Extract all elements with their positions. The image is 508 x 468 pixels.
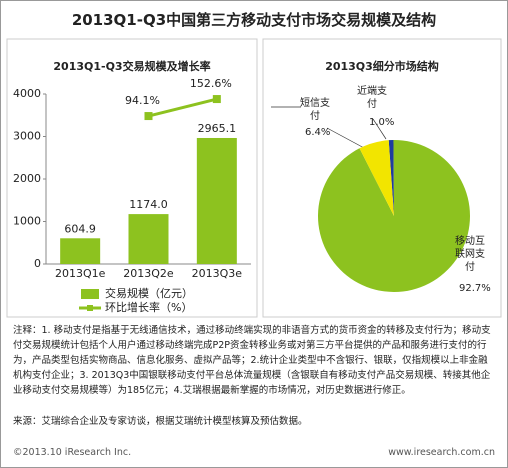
pie-value-label: 92.7% [459, 283, 491, 294]
x-tick-label: 2013Q3e [192, 267, 243, 280]
bar-value-label: 2965.1 [198, 122, 237, 135]
chart-title: 2013Q3细分市场结构 [325, 59, 439, 73]
pie-value-label: 1.0% [369, 117, 395, 128]
pie-slice [359, 140, 394, 216]
line-marker [212, 95, 221, 104]
pie-slice [318, 140, 471, 293]
line-marker [144, 112, 153, 121]
bar [60, 238, 101, 264]
bar-value-label: 604.9 [64, 222, 96, 235]
line-value-label: 94.1% [125, 94, 160, 107]
pie-label: 近端支付 [357, 86, 387, 110]
source: 来源：艾瑞综合企业及专家访谈，根据艾瑞统计模型核算及预估数据。 [13, 416, 308, 427]
leader [372, 118, 387, 140]
y-tick-label: 0 [34, 257, 41, 270]
left-panel [6, 38, 258, 318]
pie-value-label: 6.4% [305, 127, 331, 138]
line [148, 97, 218, 118]
x-tick-label: 2013Q1e [55, 267, 106, 280]
bar [196, 137, 237, 264]
legend-label: 交易规模（亿元） [105, 286, 193, 300]
right-panel [262, 38, 502, 318]
legend-swatch [87, 305, 93, 311]
charts: 2013Q1-Q3交易规模及增长率 0 1000 2000 3000 4000 2013Q1… [6, 38, 502, 318]
copyright: ©2013.10 iResearch Inc. [13, 447, 132, 458]
bar [128, 214, 169, 264]
pie-slice [388, 140, 394, 216]
y-tick-label: 4000 [13, 87, 41, 100]
y-tick-label: 2000 [13, 172, 41, 185]
x-tick-label: 2013Q2e [123, 267, 174, 280]
line-value-label: 152.6% [190, 77, 232, 90]
pie-label: 短信支付 [300, 98, 330, 122]
y-tick-label: 3000 [13, 130, 41, 143]
page-title: 2013Q1-Q3中国第三方移动支付市场交易规模及结构 [71, 11, 437, 29]
bar-value-label: 1174.0 [129, 198, 168, 211]
pie-label: 移动互联网支付 [455, 236, 485, 273]
legend-swatch [81, 289, 99, 299]
chart-title: 2013Q1-Q3交易规模及增长率 [53, 59, 210, 73]
notes: 注释：1. 移动支付是指基于无线通信技术，通过移动终端实现的非语音方式的货币资金… [13, 325, 491, 396]
leader [326, 127, 367, 150]
y-tick-label: 1000 [13, 215, 41, 228]
url: www.iresearch.com.cn [388, 447, 495, 458]
legend-label: 环比增长率（%） [105, 300, 192, 314]
